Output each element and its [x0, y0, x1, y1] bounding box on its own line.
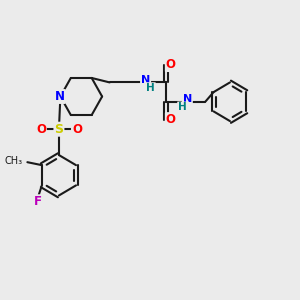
- Text: N: N: [141, 75, 150, 85]
- Text: O: O: [72, 123, 82, 136]
- Text: N: N: [55, 90, 65, 103]
- Text: CH₃: CH₃: [4, 156, 22, 166]
- Text: F: F: [34, 195, 41, 208]
- Text: O: O: [36, 123, 46, 136]
- Text: N: N: [183, 94, 192, 104]
- Text: O: O: [166, 58, 176, 71]
- Text: H: H: [178, 102, 187, 112]
- Text: H: H: [146, 83, 155, 93]
- Text: S: S: [54, 123, 63, 136]
- Text: O: O: [166, 113, 176, 126]
